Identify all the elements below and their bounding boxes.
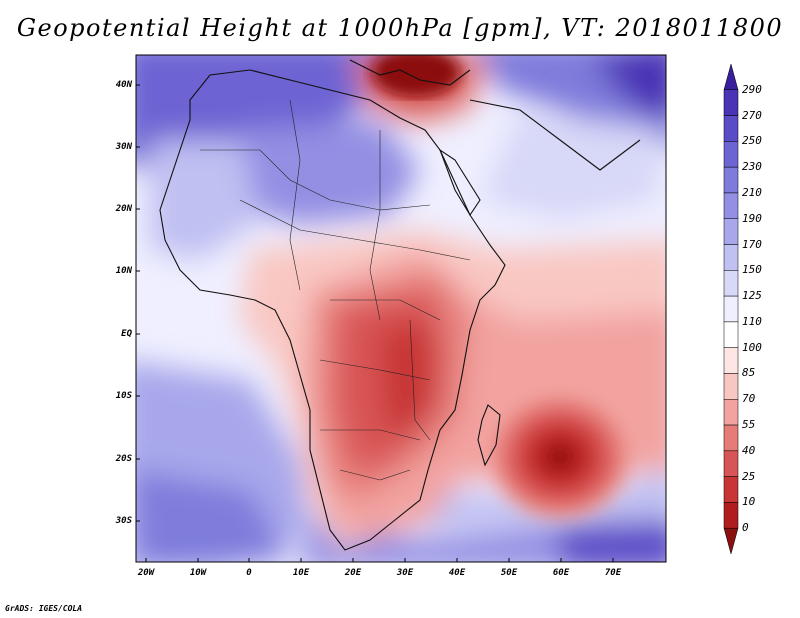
lat-label-10s: 10S bbox=[115, 391, 132, 401]
plot-frame bbox=[135, 54, 667, 563]
lon-label-0: 0 bbox=[246, 568, 252, 578]
colorbar-label: 10 bbox=[742, 495, 756, 509]
credit-text: GrADS: IGES/COLA bbox=[5, 604, 83, 613]
lon-label-10w: 10W bbox=[189, 568, 207, 578]
colorbar-swatch bbox=[723, 192, 739, 219]
colorbar-swatch bbox=[723, 141, 739, 168]
colorbar-label: 40 bbox=[742, 443, 756, 457]
colorbar-label: 230 bbox=[742, 160, 762, 174]
colorbar-label: 85 bbox=[742, 366, 756, 380]
colorbar-swatch bbox=[723, 476, 739, 503]
lat-label-10n: 10N bbox=[115, 266, 132, 276]
height-field-shading bbox=[136, 55, 666, 562]
colorbar-swatch bbox=[723, 373, 739, 400]
colorbar-swatch bbox=[723, 347, 739, 374]
lat-label-40n: 40N bbox=[115, 80, 132, 90]
colorbar-swatch bbox=[723, 244, 739, 271]
colorbar-swatch bbox=[723, 424, 739, 452]
colorbar-swatch bbox=[723, 527, 739, 555]
colorbar-swatch bbox=[723, 89, 739, 116]
colorbar bbox=[723, 63, 739, 555]
colorbar-label: 250 bbox=[742, 134, 762, 148]
lon-label-20w: 20W bbox=[137, 568, 155, 578]
colorbar-label: 25 bbox=[742, 469, 756, 483]
colorbar-label: 210 bbox=[742, 185, 762, 199]
colorbar-swatch bbox=[723, 502, 739, 529]
colorbar-label: 110 bbox=[742, 314, 762, 328]
colorbar-label: 150 bbox=[742, 263, 762, 277]
colorbar-swatch bbox=[723, 321, 739, 348]
colorbar-label: 270 bbox=[742, 108, 762, 122]
lat-label-eq: EQ bbox=[121, 329, 132, 339]
lon-label-10e: 10E bbox=[292, 568, 310, 578]
lon-label-40e: 40E bbox=[448, 568, 466, 578]
lat-label-20s: 20S bbox=[115, 454, 132, 464]
lon-label-20e: 20E bbox=[344, 568, 362, 578]
colorbar-swatch bbox=[723, 166, 739, 194]
lon-label-50e: 50E bbox=[500, 568, 518, 578]
lon-label-60e: 60E bbox=[552, 568, 570, 578]
colorbar-swatch bbox=[723, 270, 739, 297]
colorbar-label: 100 bbox=[742, 340, 762, 354]
colorbar-label: 55 bbox=[742, 418, 756, 432]
lat-label-30s: 30S bbox=[115, 516, 132, 526]
coastlines bbox=[159, 59, 641, 551]
lat-label-20n: 20N bbox=[115, 204, 132, 214]
colorbar-swatch bbox=[723, 218, 739, 245]
colorbar-swatch bbox=[723, 295, 739, 323]
colorbar-label: 190 bbox=[742, 211, 762, 225]
lon-label-70e: 70E bbox=[604, 568, 622, 578]
country-borders bbox=[200, 99, 471, 481]
colorbar-label: 290 bbox=[742, 82, 762, 96]
colorbar-label: 0 bbox=[742, 521, 749, 535]
colorbar-swatch bbox=[723, 399, 739, 426]
lon-label-30e: 30E bbox=[396, 568, 414, 578]
colorbar-label: 170 bbox=[742, 237, 762, 251]
colorbar-swatch bbox=[723, 115, 739, 142]
colorbar-swatch bbox=[723, 450, 739, 477]
colorbar-label: 70 bbox=[742, 392, 756, 406]
map-title: Geopotential Height at 1000hPa [gpm], VT… bbox=[16, 14, 784, 42]
lat-label-30n: 30N bbox=[115, 142, 132, 152]
colorbar-swatch bbox=[723, 63, 739, 91]
axis-ticks bbox=[136, 84, 614, 562]
colorbar-label: 125 bbox=[742, 289, 762, 303]
